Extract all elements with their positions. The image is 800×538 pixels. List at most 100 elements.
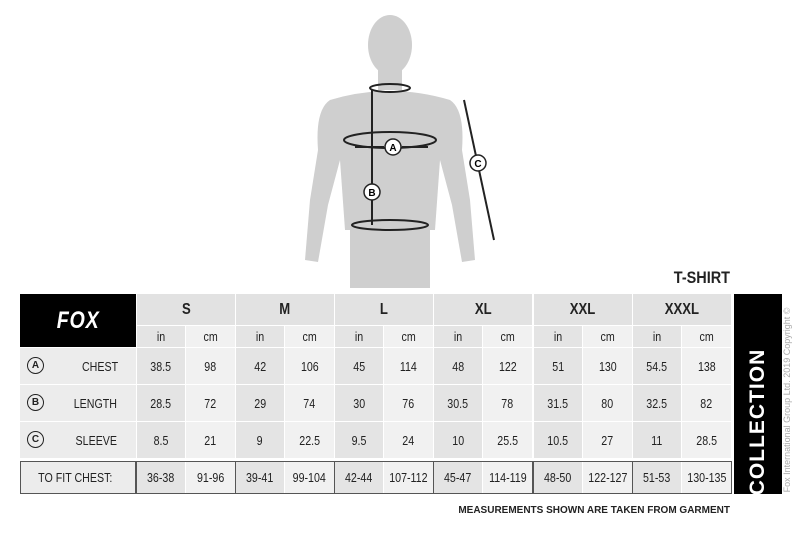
- fit-value-cell: 122-127: [583, 462, 632, 493]
- footnote: MEASUREMENTS SHOWN ARE TAKEN FROM GARMEN…: [458, 505, 730, 516]
- row-label: LENGTH B: [20, 385, 136, 421]
- value-cell-text: 82: [700, 395, 713, 411]
- value-cell-text: 27: [601, 432, 614, 448]
- unit-in-text: in: [553, 329, 563, 344]
- value-cell: 10: [434, 422, 482, 458]
- value-cell: 28.5: [137, 385, 185, 421]
- value-cell: 138: [682, 348, 731, 384]
- value-cell-text: 42: [254, 358, 266, 374]
- value-cell: 25.5: [483, 422, 532, 458]
- value-cell-text: 138: [697, 358, 716, 374]
- value-cell-text: 48: [452, 358, 464, 374]
- copyright-text: Fox International Group Ltd. 2019 Copyri…: [782, 307, 792, 493]
- fit-value-cell-text: 51-53: [643, 470, 671, 485]
- size-header: M: [236, 294, 334, 325]
- value-cell: 8.5: [137, 422, 185, 458]
- value-cell-text: 76: [402, 395, 415, 411]
- value-cell-text: 10.5: [547, 432, 569, 448]
- fit-value-cell-text: 91-96: [196, 470, 225, 485]
- fit-value-cell: 48-50: [534, 462, 582, 493]
- fox-logo-text: FOX: [56, 306, 100, 334]
- marker-circle: A: [27, 357, 44, 374]
- value-cell-text: 30: [353, 395, 365, 411]
- value-cell: 98: [186, 348, 235, 384]
- value-cell: 31.5: [534, 385, 582, 421]
- body-measurement-figure: A B C: [305, 15, 495, 288]
- value-cell: 9.5: [335, 422, 383, 458]
- collection-panel: COLLECTION: [734, 294, 782, 496]
- value-cell-text: 8.5: [153, 432, 169, 448]
- row-label-text: LENGTH: [74, 395, 118, 411]
- value-cell: 51: [534, 348, 582, 384]
- collection-label: COLLECTION: [746, 348, 769, 496]
- value-cell-text: 78: [501, 395, 514, 411]
- value-cell: 122: [483, 348, 532, 384]
- value-cell: 42: [236, 348, 284, 384]
- row-label-text: CHEST: [81, 358, 119, 374]
- value-cell-text: 114: [399, 358, 417, 374]
- value-cell-text: 9: [257, 432, 263, 448]
- fit-value-cell: 107-112: [384, 462, 433, 493]
- value-cell-text: 30.5: [447, 395, 469, 411]
- fit-value-cell-text: 48-50: [544, 470, 572, 485]
- unit-cm-text: cm: [401, 329, 416, 344]
- marker-circle: C: [27, 431, 44, 448]
- unit-cm-text: cm: [500, 329, 515, 344]
- value-cell-text: 28.5: [696, 432, 717, 448]
- value-cell-text: 45: [353, 358, 365, 374]
- value-cell-text: 38.5: [150, 358, 172, 374]
- value-cell: 106: [285, 348, 334, 384]
- fit-label: TO FIT CHEST:: [21, 462, 135, 493]
- marker-b: B: [368, 188, 375, 199]
- value-cell: 24: [384, 422, 433, 458]
- value-cell: 32.5: [633, 385, 681, 421]
- value-cell: 74: [285, 385, 334, 421]
- unit-cm-text: cm: [203, 329, 218, 344]
- size-header-text: L: [379, 300, 389, 318]
- unit-in-text: in: [156, 329, 166, 344]
- unit-cm: cm: [682, 326, 731, 347]
- value-cell: 22.5: [285, 422, 334, 458]
- value-cell-text: 122: [498, 358, 517, 374]
- size-header-text: XL: [474, 300, 492, 318]
- value-cell-text: 98: [204, 358, 217, 374]
- fit-value-cell-text: 122-127: [587, 470, 628, 485]
- value-cell-text: 32.5: [646, 395, 668, 411]
- unit-cm: cm: [384, 326, 433, 347]
- value-cell: 9: [236, 422, 284, 458]
- fit-value-cell-text: 99-104: [292, 470, 327, 485]
- value-cell: 45: [335, 348, 383, 384]
- unit-cm-text: cm: [600, 329, 615, 344]
- value-cell: 38.5: [137, 348, 185, 384]
- unit-in-text: in: [652, 329, 662, 344]
- size-header-text: S: [181, 300, 191, 318]
- fit-label-text: TO FIT CHEST:: [38, 470, 113, 485]
- size-header: XL: [434, 294, 532, 325]
- row-label: SLEEVE C: [20, 422, 136, 458]
- row-label: CHEST A: [20, 348, 136, 384]
- unit-in: in: [335, 326, 383, 347]
- value-cell-text: 9.5: [351, 432, 367, 448]
- value-cell-text: 29: [254, 395, 266, 411]
- fit-value-cell-text: 36-38: [147, 470, 175, 485]
- marker-c: C: [474, 159, 481, 170]
- value-cell: 30.5: [434, 385, 482, 421]
- unit-in-text: in: [255, 329, 265, 344]
- fit-value-cell: 39-41: [236, 462, 284, 493]
- size-header: L: [335, 294, 433, 325]
- value-cell: 114: [384, 348, 433, 384]
- fit-value-cell: 130-135: [682, 462, 731, 493]
- fit-value-cell-text: 130-135: [686, 470, 727, 485]
- fit-value-cell: 99-104: [285, 462, 334, 493]
- fit-value-cell: 91-96: [186, 462, 235, 493]
- value-cell: 11: [633, 422, 681, 458]
- value-cell-text: 22.5: [299, 432, 320, 448]
- row-label-text: SLEEVE: [75, 432, 118, 448]
- value-cell: 30: [335, 385, 383, 421]
- size-header: XXL: [534, 294, 632, 325]
- value-cell: 27: [583, 422, 632, 458]
- value-cell: 76: [384, 385, 433, 421]
- value-cell-text: 130: [598, 358, 617, 374]
- fit-value-cell-text: 42-44: [345, 470, 373, 485]
- fit-value-cell: 45-47: [434, 462, 482, 493]
